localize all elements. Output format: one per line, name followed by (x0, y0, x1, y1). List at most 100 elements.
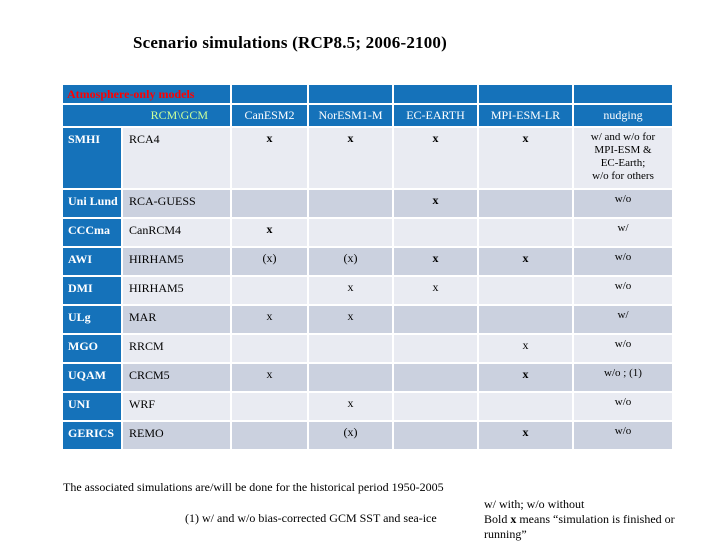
simulation-table: Atmosphere-only models RCM\GCM CanESM2 N… (61, 83, 674, 451)
banner-empty-cell (309, 85, 392, 103)
rcm-cell: RRCM (123, 335, 230, 362)
table-row: GERICS REMO (x) x w/o (63, 422, 672, 449)
status-cell (309, 219, 392, 246)
nudging-cell: w/o (574, 335, 672, 362)
nudging-cell: w/o ; (1) (574, 364, 672, 391)
corner-label: RCM\GCM (63, 105, 230, 126)
status-cell: x (309, 128, 392, 188)
status-cell (232, 422, 307, 449)
banner-empty-cell (232, 85, 307, 103)
rcm-cell: RCA-GUESS (123, 190, 230, 217)
nudging-cell: w/o (574, 248, 672, 275)
table-row: ULg MAR x x w/ (63, 306, 672, 333)
nudging-cell: w/o (574, 277, 672, 304)
status-cell (309, 335, 392, 362)
nudging-cell: w/ (574, 306, 672, 333)
status-cell (232, 277, 307, 304)
status-cell (479, 190, 572, 217)
status-cell: x (479, 128, 572, 188)
status-cell: x (309, 277, 392, 304)
table-row: DMI HIRHAM5 x x w/o (63, 277, 672, 304)
nudging-cell: w/o (574, 393, 672, 420)
slide-title: Scenario simulations (RCP8.5; 2006-2100) (133, 33, 447, 52)
rcm-cell: REMO (123, 422, 230, 449)
institute-cell: ULg (63, 306, 121, 333)
nudging-cell: w/ (574, 219, 672, 246)
status-cell (394, 422, 477, 449)
legend-line-2: Bold x means “simulation is finished or … (484, 512, 720, 542)
status-cell: x (479, 248, 572, 275)
legend-line-2-suffix: means “simulation is finished or running… (484, 512, 675, 541)
nudging-cell: w/o (574, 422, 672, 449)
status-cell: x (232, 364, 307, 391)
status-cell: x (479, 422, 572, 449)
table-row: UNI WRF x w/o (63, 393, 672, 420)
legend-bold-x: x (510, 512, 517, 526)
banner-row: Atmosphere-only models (63, 85, 672, 103)
status-cell: (x) (309, 422, 392, 449)
status-cell (232, 335, 307, 362)
institute-cell: UNI (63, 393, 121, 420)
rcm-cell: HIRHAM5 (123, 277, 230, 304)
status-cell: x (309, 306, 392, 333)
status-cell (479, 277, 572, 304)
institute-cell: SMHI (63, 128, 121, 188)
column-header-canesm2: CanESM2 (232, 105, 307, 126)
institute-cell: GERICS (63, 422, 121, 449)
rcm-cell: MAR (123, 306, 230, 333)
banner-empty-cell (574, 85, 672, 103)
legend: w/ with; w/o without Bold x means “simul… (484, 497, 720, 542)
rcm-cell: CRCM5 (123, 364, 230, 391)
institute-cell: AWI (63, 248, 121, 275)
status-cell: (x) (232, 248, 307, 275)
legend-line-2-prefix: Bold (484, 512, 511, 526)
table-row: SMHI RCA4 x x x x w/ and w/o for MPI-ESM & EC-… (63, 128, 672, 188)
status-cell: x (309, 393, 392, 420)
status-cell: x (479, 335, 572, 362)
table-row: MGO RRCM x w/o (63, 335, 672, 362)
banner-label: Atmosphere-only models (63, 85, 230, 103)
table-row: UQAM CRCM5 x x w/o ; (1) (63, 364, 672, 391)
banner-empty-cell (479, 85, 572, 103)
table-row: Uni Lund RCA-GUESS x w/o (63, 190, 672, 217)
status-cell (394, 219, 477, 246)
column-header-noresm1-m: NorESM1-M (309, 105, 392, 126)
status-cell: x (479, 364, 572, 391)
status-cell (232, 393, 307, 420)
institute-cell: MGO (63, 335, 121, 362)
rcm-cell: CanRCM4 (123, 219, 230, 246)
rcm-cell: WRF (123, 393, 230, 420)
status-cell (309, 364, 392, 391)
table-row: CCCma CanRCM4 x w/ (63, 219, 672, 246)
status-cell (479, 219, 572, 246)
status-cell (394, 393, 477, 420)
nudging-cell: w/o (574, 190, 672, 217)
rcm-cell: HIRHAM5 (123, 248, 230, 275)
status-cell (394, 364, 477, 391)
nudging-cell: w/ and w/o for MPI-ESM & EC-Earth; w/o f… (574, 128, 672, 188)
status-cell: x (232, 306, 307, 333)
column-header-nudging: nudging (574, 105, 672, 126)
status-cell (479, 306, 572, 333)
status-cell (394, 335, 477, 362)
status-cell (309, 190, 392, 217)
column-header-mpi-esm-lr: MPI-ESM-LR (479, 105, 572, 126)
status-cell (394, 306, 477, 333)
historical-note: The associated simulations are/will be d… (63, 480, 444, 494)
status-cell (232, 190, 307, 217)
banner-empty-cell (394, 85, 477, 103)
status-cell: x (394, 190, 477, 217)
institute-cell: CCCma (63, 219, 121, 246)
status-cell: x (394, 128, 477, 188)
institute-cell: DMI (63, 277, 121, 304)
footnote-1: (1) w/ and w/o bias-corrected GCM SST an… (185, 511, 437, 525)
status-cell: x (232, 219, 307, 246)
status-cell: x (232, 128, 307, 188)
status-cell (479, 393, 572, 420)
legend-line-1: w/ with; w/o without (484, 497, 585, 511)
institute-cell: Uni Lund (63, 190, 121, 217)
table-row: AWI HIRHAM5 (x) (x) x x w/o (63, 248, 672, 275)
status-cell: (x) (309, 248, 392, 275)
status-cell: x (394, 277, 477, 304)
header-row: RCM\GCM CanESM2 NorESM1-M EC-EARTH MPI-E… (63, 105, 672, 126)
